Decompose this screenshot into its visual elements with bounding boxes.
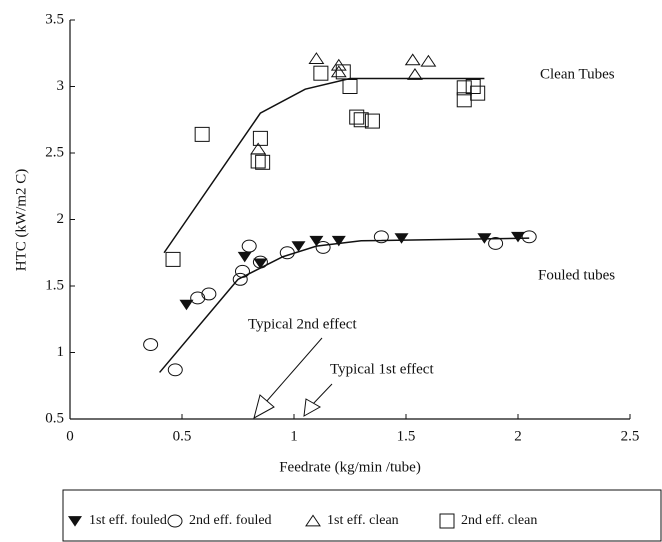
x-tick-label: 1.5: [397, 428, 416, 444]
arrow: [311, 383, 333, 406]
marker: [420, 54, 437, 67]
marker: [232, 272, 248, 286]
legend-label: 2nd eff. fouled: [189, 513, 272, 528]
marker: [250, 153, 266, 169]
marker: [373, 230, 389, 244]
marker: [315, 240, 331, 254]
y-tick-label: 1.5: [45, 277, 64, 293]
marker: [234, 264, 250, 278]
marker: [308, 52, 325, 64]
marker: [477, 233, 492, 244]
marker: [404, 53, 421, 66]
fit-curve: [163, 77, 485, 254]
marker: [241, 239, 257, 253]
arrow-head: [303, 398, 322, 417]
marker: [179, 299, 194, 311]
legend-marker: [167, 514, 183, 528]
fit-curve: [159, 237, 530, 373]
marker: [331, 235, 346, 247]
marker: [253, 258, 268, 269]
legend-marker: [68, 516, 82, 527]
marker: [165, 251, 181, 267]
y-axis-label: HTC (kW/m2 C): [13, 169, 29, 272]
marker: [167, 363, 183, 377]
marker: [279, 246, 295, 260]
legend-marker: [439, 513, 455, 529]
marker: [313, 65, 329, 81]
y-tick-label: 2: [57, 211, 65, 227]
arrow-head: [253, 394, 275, 419]
y-tick-label: 3.5: [45, 11, 64, 27]
marker: [342, 79, 358, 94]
y-tick-label: 1: [57, 344, 65, 360]
marker: [521, 230, 537, 244]
marker: [488, 236, 504, 250]
marker: [252, 255, 268, 269]
arrow: [265, 337, 323, 403]
marker: [456, 80, 472, 96]
x-axis-label: Feedrate (kg/min /tube): [279, 459, 421, 475]
x-tick-label: 2: [514, 428, 522, 444]
marker: [237, 251, 252, 263]
legend-label: 1st eff. fouled: [89, 513, 167, 528]
marker: [291, 241, 306, 252]
arrows: [253, 337, 333, 419]
legend: [62, 489, 662, 542]
marker: [407, 68, 423, 80]
marker: [330, 65, 347, 78]
marker: [255, 154, 271, 170]
x-tick-label: 0: [66, 428, 74, 444]
marker: [353, 112, 369, 128]
annotation: Typical 2nd effect: [248, 316, 357, 332]
marker: [470, 85, 486, 101]
marker: [394, 233, 409, 244]
annotation: Typical 1st effect: [330, 361, 434, 377]
marker: [252, 130, 268, 146]
marker: [309, 235, 324, 247]
marker: [364, 113, 380, 129]
marker: [190, 291, 206, 305]
marker: [194, 126, 210, 142]
x-tick-label: 0.5: [173, 428, 192, 444]
annotation: Clean Tubes: [540, 66, 615, 82]
legend-marker: [305, 514, 321, 527]
y-tick-label: 0.5: [45, 410, 64, 426]
marker: [143, 338, 159, 351]
marker: [335, 64, 351, 80]
y-tick-label: 3: [57, 78, 65, 94]
y-tick-label: 2.5: [45, 144, 64, 160]
marker: [201, 287, 217, 301]
annotation: Fouled tubes: [538, 267, 615, 283]
x-tick-label: 1: [290, 428, 298, 444]
legend-label: 1st eff. clean: [327, 513, 399, 528]
legend-label: 2nd eff. clean: [461, 513, 537, 528]
marker: [349, 109, 365, 125]
x-tick-label: 2.5: [621, 428, 640, 444]
marker: [511, 231, 525, 243]
